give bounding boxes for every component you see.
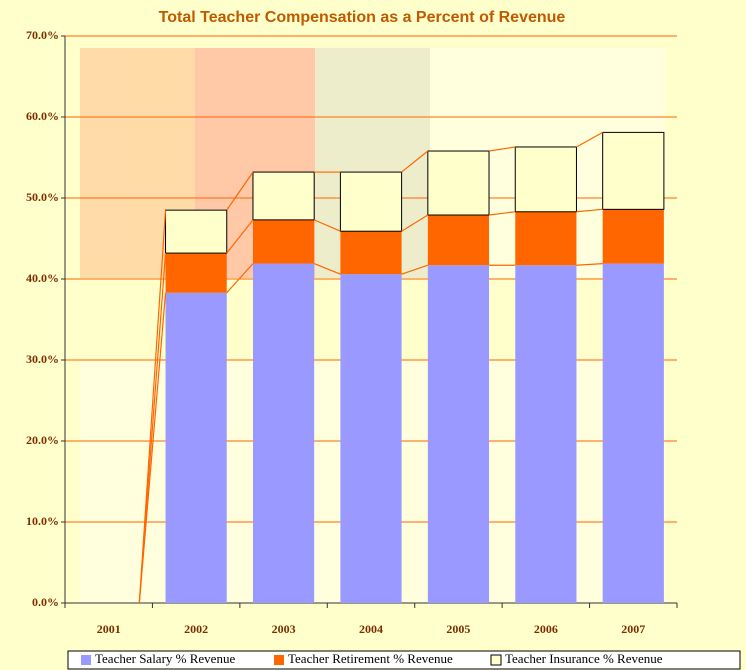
legend xyxy=(67,650,741,670)
bar-segment xyxy=(252,263,315,603)
y-tick-label: 50.0% xyxy=(26,190,59,204)
x-tick-label: 2001 xyxy=(97,622,121,636)
series-line xyxy=(576,263,603,266)
bar-segment xyxy=(339,171,403,232)
bar-segment xyxy=(602,131,665,210)
series-line xyxy=(401,214,429,232)
bar-segment xyxy=(165,209,228,254)
legend-label: Teacher Insurance % Revenue xyxy=(505,651,663,666)
y-tick-label: 40.0% xyxy=(26,271,59,285)
x-tick-label: 2006 xyxy=(534,622,558,636)
series-line xyxy=(313,219,341,232)
series-line xyxy=(401,150,429,173)
x-tick-label: 2007 xyxy=(621,622,645,636)
bar-segment xyxy=(165,253,227,293)
bar-segment xyxy=(602,263,664,603)
series-line xyxy=(138,210,167,604)
legend-swatch xyxy=(490,654,502,666)
series-line xyxy=(226,219,254,254)
bar-segment xyxy=(252,219,315,264)
bar-segment xyxy=(515,211,577,266)
y-tick-label: 60.0% xyxy=(26,109,59,123)
bar-segment xyxy=(427,150,490,216)
series-line xyxy=(226,171,254,211)
bar-segment xyxy=(340,274,402,603)
y-tick-label: 0.0% xyxy=(32,595,59,609)
x-tick-label: 2004 xyxy=(359,622,383,636)
bar-segment xyxy=(515,265,577,603)
chart-title: Total Teacher Compensation as a Percent … xyxy=(159,9,566,26)
legend-swatch xyxy=(274,655,284,665)
series-line xyxy=(313,263,341,275)
legend-swatch xyxy=(81,655,91,665)
x-tick-label: 2002 xyxy=(184,622,208,636)
series-line xyxy=(488,211,516,216)
x-tick-label: 2005 xyxy=(446,622,470,636)
bar-segment xyxy=(602,209,664,264)
y-tick-label: 70.0% xyxy=(26,28,59,42)
y-tick-label: 20.0% xyxy=(26,433,59,447)
y-tick-label: 10.0% xyxy=(26,514,59,528)
series-line xyxy=(488,146,516,152)
bar-segment xyxy=(427,265,490,603)
series-line xyxy=(401,264,429,275)
bar-segment xyxy=(165,292,227,603)
y-tick-label: 30.0% xyxy=(26,352,59,366)
bar-segment xyxy=(427,215,490,266)
bar-segment xyxy=(252,171,315,221)
legend-label: Teacher Retirement % Revenue xyxy=(288,651,453,666)
series-line xyxy=(226,263,254,294)
x-tick-label: 2003 xyxy=(272,622,296,636)
series-line xyxy=(576,131,603,148)
series-line xyxy=(576,208,603,213)
bar-segment xyxy=(514,146,577,213)
bar-segment xyxy=(340,231,402,275)
legend-label: Teacher Salary % Revenue xyxy=(95,651,235,666)
